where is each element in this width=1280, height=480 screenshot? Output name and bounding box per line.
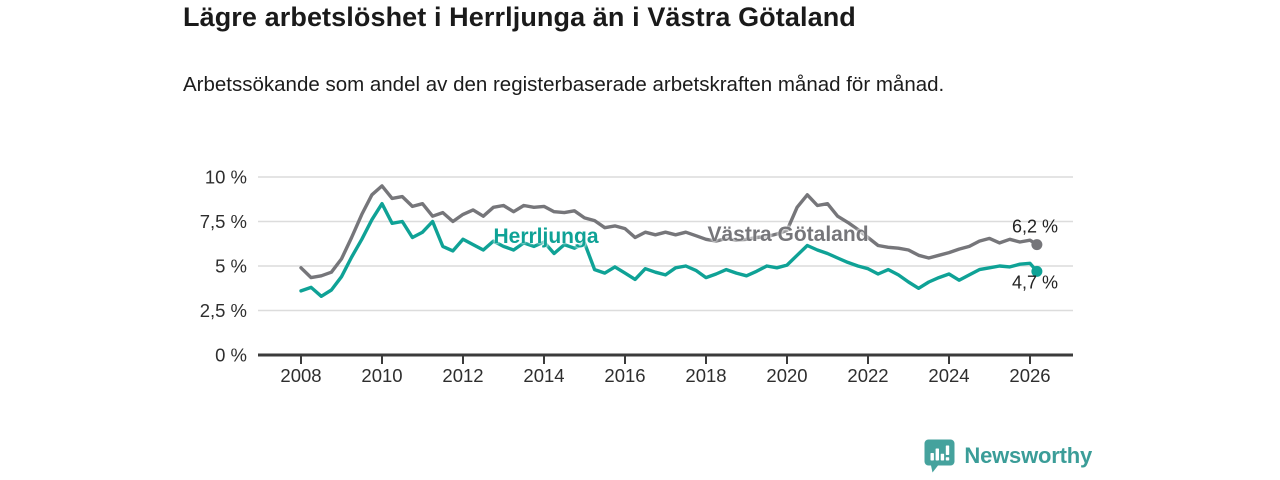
x-tick-label: 2016 bbox=[604, 365, 645, 386]
newsworthy-attribution: Newsworthy bbox=[924, 438, 1092, 474]
line-series-herrljunga bbox=[299, 201, 1039, 298]
x-tick-label: 2022 bbox=[847, 365, 888, 386]
y-tick-label: 5 % bbox=[215, 256, 247, 277]
x-tick-label: 2014 bbox=[523, 365, 564, 386]
y-tick-label: 2,5 % bbox=[200, 300, 247, 321]
end-value-herrljunga: 4,7 % bbox=[1012, 272, 1059, 293]
x-tick-label: 2008 bbox=[280, 365, 321, 386]
x-tick-label: 2026 bbox=[1009, 365, 1050, 386]
x-tick-label: 2012 bbox=[442, 365, 483, 386]
series-label-vastra-gotaland: Västra Götaland bbox=[707, 223, 869, 246]
x-tick-label: 2024 bbox=[928, 365, 969, 386]
chart-subtitle: Arbetssökande som andel av den registerb… bbox=[183, 73, 945, 96]
brand-wordmark: Newsworthy bbox=[964, 443, 1092, 468]
newsworthy-barchart-bubble-icon bbox=[924, 439, 955, 473]
end-dot-vastra-gotaland bbox=[1031, 239, 1043, 251]
series-label-herrljunga: Herrljunga bbox=[493, 225, 599, 248]
y-tick-label: 7,5 % bbox=[200, 211, 247, 232]
x-tick-label: 2010 bbox=[361, 365, 402, 386]
x-tick-label: 2018 bbox=[685, 365, 726, 386]
line-series-vastra-gotaland bbox=[299, 184, 1039, 280]
end-dot-herrljunga bbox=[1031, 265, 1043, 277]
end-value-vastra-gotaland: 6,2 % bbox=[1012, 216, 1059, 237]
y-tick-label: 0 % bbox=[215, 345, 247, 366]
page-title: Lägre arbetslöshet i Herrljunga än i Väs… bbox=[183, 2, 856, 32]
x-tick-label: 2020 bbox=[766, 365, 807, 386]
y-tick-label: 10 % bbox=[205, 167, 247, 188]
